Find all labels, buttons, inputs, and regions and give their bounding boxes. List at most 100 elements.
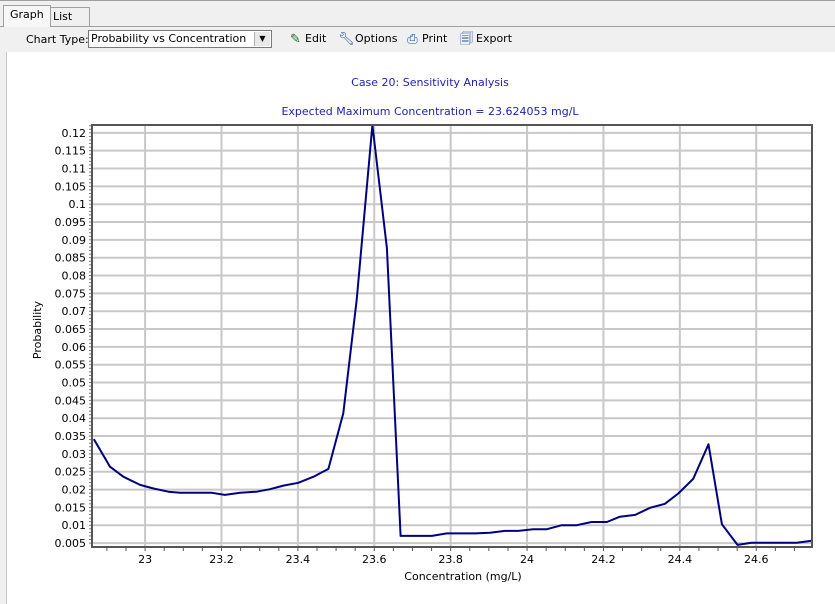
chart-title: Case 20: Sensitivity Analysis — [351, 76, 509, 89]
data-point — [93, 438, 95, 440]
data-point — [282, 485, 284, 487]
x-tick-label: 23.8 — [438, 553, 463, 566]
wrench-icon: 🔧︎ — [338, 31, 355, 47]
y-axis-label: Probability — [31, 300, 44, 359]
data-point — [664, 503, 666, 505]
tab-list[interactable]: List — [46, 7, 90, 27]
data-point — [504, 530, 506, 532]
y-tick-label: 0.04 — [62, 412, 87, 425]
y-tick-label: 0.06 — [62, 341, 87, 354]
data-point — [707, 443, 709, 445]
data-point — [269, 488, 271, 490]
y-tick-label: 0.12 — [62, 127, 87, 140]
data-point — [256, 491, 258, 493]
y-tick-label: 0.055 — [55, 359, 87, 372]
data-point — [737, 544, 739, 546]
x-axis-label: Concentration (mg/L) — [404, 570, 521, 583]
data-point — [342, 412, 344, 414]
data-point — [386, 247, 388, 249]
y-tick-label: 0.045 — [55, 394, 87, 407]
data-point — [211, 492, 213, 494]
data-point — [400, 535, 402, 537]
print-label: Print — [422, 32, 448, 45]
data-point — [591, 521, 593, 523]
tab-bar: Graph List — [0, 0, 835, 27]
data-point — [796, 542, 798, 544]
y-tick-label: 0.01 — [62, 519, 87, 532]
y-tick-label: 0.075 — [55, 287, 87, 300]
chart-type-label: Chart Type: — [26, 33, 89, 46]
data-point — [474, 532, 476, 534]
export-button[interactable]: 🗐 Export — [459, 31, 512, 47]
y-tick-label: 0.065 — [55, 323, 87, 336]
y-tick-label: 0.005 — [55, 537, 87, 550]
tab-graph[interactable]: Graph — [3, 5, 51, 27]
grid — [92, 125, 812, 547]
data-point — [460, 532, 462, 534]
y-tick-label: 0.115 — [55, 145, 87, 158]
chevron-down-icon[interactable]: ▼ — [254, 32, 270, 46]
chart-type-select[interactable]: Probability vs Concentration ▼ — [88, 30, 272, 48]
data-point — [546, 528, 548, 530]
y-tick-label: 0.025 — [55, 466, 87, 479]
options-button[interactable]: 🔧︎ Options — [338, 31, 397, 47]
edit-button[interactable]: ✎ Edit — [288, 31, 326, 47]
x-tick-label: 23.2 — [209, 553, 234, 566]
data-point — [152, 487, 154, 489]
plot-frame — [91, 124, 813, 548]
data-point — [634, 514, 636, 516]
data-point — [327, 468, 329, 470]
tab-divider — [0, 26, 835, 27]
y-tick-label: 0.095 — [55, 216, 87, 229]
print-button[interactable]: ⎙ Print — [405, 31, 447, 47]
tab-graph-label: Graph — [10, 8, 44, 21]
data-point — [139, 484, 141, 486]
chart-subtitle: Expected Maximum Concentration = 23.6240… — [281, 105, 579, 118]
edit-icon: ✎ — [290, 31, 301, 47]
x-tick-label: 23.4 — [286, 553, 311, 566]
y-tick-label: 0.02 — [62, 484, 87, 497]
data-point — [619, 516, 621, 518]
data-point — [313, 476, 315, 478]
data-point — [780, 542, 782, 544]
data-point — [649, 507, 651, 509]
toolbar: Chart Type: Probability vs Concentration… — [0, 27, 835, 51]
edit-label: Edit — [305, 32, 327, 45]
data-point — [109, 466, 111, 468]
printer-icon: ⎙ — [407, 31, 418, 47]
data-point — [167, 491, 169, 493]
x-tick-label: 24.2 — [591, 553, 616, 566]
data-point — [517, 530, 519, 532]
y-tick-label: 0.03 — [62, 448, 87, 461]
data-point — [414, 535, 416, 537]
options-label: Options — [355, 32, 398, 45]
data-point — [765, 542, 767, 544]
export-icon: 🗐 — [460, 31, 473, 47]
ticks: 23 23.2 23.4 23.6 23.8 24 24.2 24.4 24.6 0.005 0.0… — [55, 125, 795, 566]
data-point — [122, 476, 124, 478]
y-tick-label: 0.07 — [62, 305, 87, 318]
y-tick-label: 0.1 — [69, 198, 87, 211]
data-point — [561, 524, 563, 526]
x-tick-label: 24.6 — [744, 553, 769, 566]
x-tick-label: 24.4 — [668, 553, 693, 566]
x-tick-label: 24 — [520, 553, 534, 566]
data-point — [446, 532, 448, 534]
data-points — [93, 124, 812, 546]
data-point — [179, 492, 181, 494]
data-point — [356, 299, 358, 301]
y-tick-label: 0.09 — [62, 234, 87, 247]
data-point — [751, 542, 753, 544]
data-point — [677, 492, 679, 494]
y-tick-label: 0.08 — [62, 270, 87, 283]
y-tick-label: 0.015 — [55, 501, 87, 514]
data-point — [576, 524, 578, 526]
data-point — [297, 482, 299, 484]
data-point — [489, 532, 491, 534]
tab-list-label: List — [53, 10, 73, 23]
series-line — [93, 124, 812, 546]
data-point — [692, 478, 694, 480]
y-tick-label: 0.105 — [55, 180, 87, 193]
data-point — [532, 528, 534, 530]
